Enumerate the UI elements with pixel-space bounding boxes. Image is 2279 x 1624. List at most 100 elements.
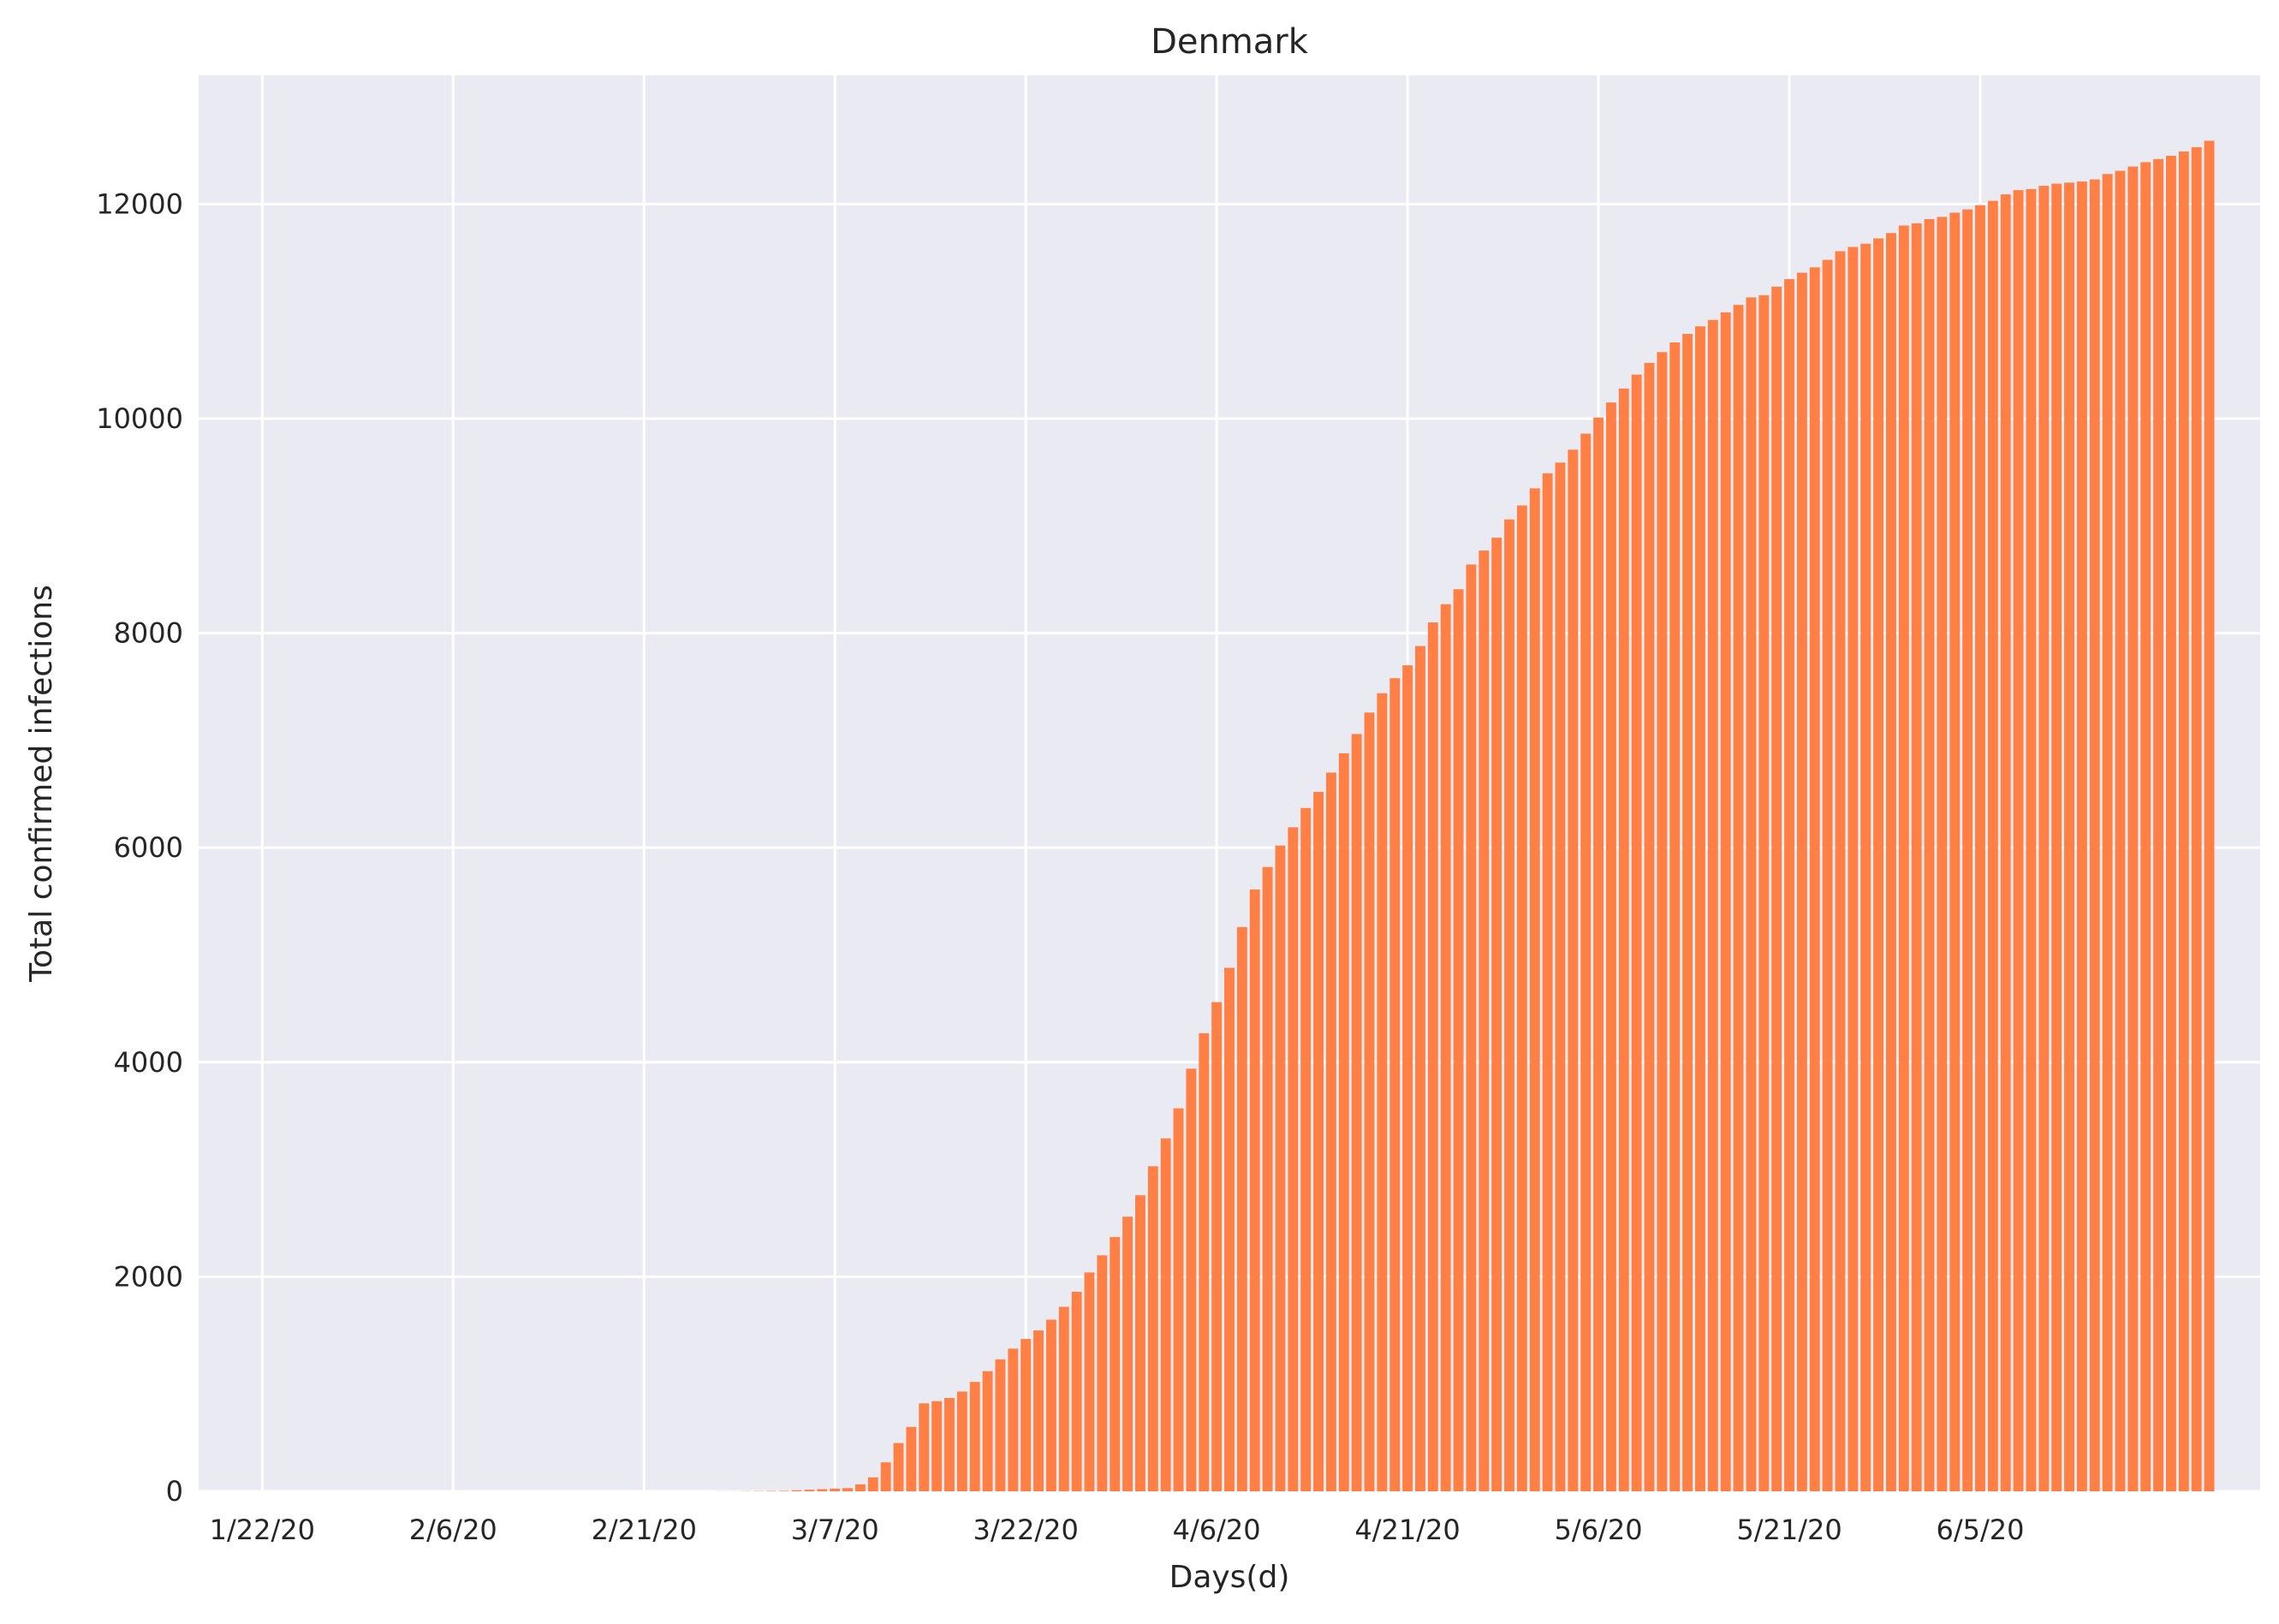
bar: [867, 1477, 878, 1491]
bar: [1033, 1330, 1044, 1491]
bar: [969, 1382, 980, 1491]
bar: [2026, 188, 2037, 1492]
bar: [1313, 792, 1324, 1491]
bar: [1669, 342, 1681, 1492]
bar: [2166, 155, 2176, 1491]
y-tick-label: 12000: [96, 187, 183, 220]
bar: [1987, 200, 1998, 1492]
bar: [1924, 218, 1935, 1492]
bar: [1758, 294, 1770, 1491]
bar: [1211, 1002, 1223, 1491]
bar: [1173, 1108, 1184, 1491]
bar: [1351, 734, 1362, 1491]
bar: [2013, 190, 2024, 1492]
bar: [1415, 645, 1425, 1491]
bar: [1160, 1138, 1171, 1491]
bar: [2115, 170, 2126, 1492]
bar: [1695, 326, 1705, 1491]
x-tick-label: 3/7/20: [791, 1514, 879, 1546]
bar: [1262, 866, 1273, 1491]
bar: [1389, 678, 1401, 1491]
bar: [1071, 1291, 1082, 1491]
bar: [1618, 388, 1629, 1491]
bar: [1466, 564, 1477, 1491]
bar: [893, 1443, 904, 1491]
x-tick-label: 2/6/20: [409, 1514, 497, 1546]
bar: [1644, 362, 1655, 1491]
bar: [2153, 158, 2164, 1492]
bar: [1325, 772, 1336, 1491]
bar: [2038, 186, 2050, 1491]
bar: [1822, 259, 1833, 1491]
bar: [1568, 449, 1579, 1491]
bar: [1555, 462, 1566, 1491]
bar: [1479, 550, 1490, 1491]
bar: [1135, 1195, 1145, 1491]
bar: [1377, 693, 1388, 1491]
bar: [854, 1484, 866, 1491]
x-tick-label: 5/6/20: [1555, 1514, 1643, 1546]
bar: [1453, 589, 1464, 1491]
bar: [791, 1490, 802, 1491]
bar: [944, 1397, 955, 1491]
x-tick-label: 2/21/20: [592, 1514, 697, 1546]
bar: [1084, 1272, 1095, 1491]
bar: [982, 1371, 993, 1491]
bar: [1542, 473, 1553, 1491]
bar: [1873, 238, 1884, 1492]
bar: [2051, 183, 2062, 1492]
bar: [1835, 251, 1846, 1492]
bar: [995, 1359, 1006, 1491]
bar: [880, 1462, 891, 1491]
y-tick-label: 10000: [96, 402, 183, 435]
bar: [1911, 223, 1922, 1491]
bar: [1338, 753, 1349, 1491]
bar: [906, 1426, 917, 1491]
bar: [1860, 243, 1871, 1491]
y-axis-title: Total confirmed infections: [24, 585, 59, 983]
x-tick-label: 1/22/20: [210, 1514, 315, 1546]
y-tick-label: 6000: [114, 831, 183, 864]
bar: [1097, 1255, 1108, 1491]
bar: [830, 1488, 841, 1491]
bar: [778, 1490, 789, 1491]
bar: [1796, 272, 1807, 1491]
bar: [1008, 1348, 1019, 1491]
y-tick-label: 2000: [114, 1260, 183, 1293]
x-tick-label: 4/21/20: [1354, 1514, 1460, 1546]
bar: [1733, 305, 1744, 1492]
y-tick-label: 0: [166, 1475, 183, 1508]
bar: [1249, 889, 1260, 1491]
bar: [1593, 417, 1604, 1491]
y-tick-label: 8000: [114, 617, 183, 650]
bar: [1288, 827, 1299, 1491]
bar: [2178, 151, 2189, 1492]
bar: [1440, 604, 1451, 1492]
bar: [2064, 182, 2074, 1492]
bar: [1529, 488, 1540, 1491]
y-tick-labels: 0 2000 4000 6000 8000 10000 12000: [96, 187, 183, 1508]
bar: [2102, 174, 2113, 1491]
x-tick-labels: 1/22/20 2/6/20 2/21/20 3/7/20 3/22/20 4/6/20 4…: [210, 1514, 2025, 1546]
bar: [1186, 1068, 1197, 1491]
bar: [842, 1488, 854, 1491]
x-tick-label: 3/22/20: [973, 1514, 1078, 1546]
bar: [1427, 622, 1438, 1491]
bar: [1631, 374, 1642, 1491]
bar: [1605, 402, 1616, 1491]
y-tick-label: 4000: [114, 1046, 183, 1079]
x-tick-label: 4/6/20: [1173, 1514, 1261, 1546]
bar: [1784, 279, 1794, 1492]
bar: [1110, 1237, 1121, 1491]
bar: [1848, 247, 1859, 1491]
bar: [1402, 665, 1413, 1491]
bar: [1224, 967, 1235, 1491]
bar: [2076, 181, 2087, 1491]
bars: [715, 140, 2215, 1492]
bar: [931, 1401, 943, 1491]
bar: [1058, 1306, 1069, 1491]
bar: [1707, 319, 1718, 1491]
bar: [2204, 140, 2215, 1492]
bar: [817, 1489, 828, 1491]
